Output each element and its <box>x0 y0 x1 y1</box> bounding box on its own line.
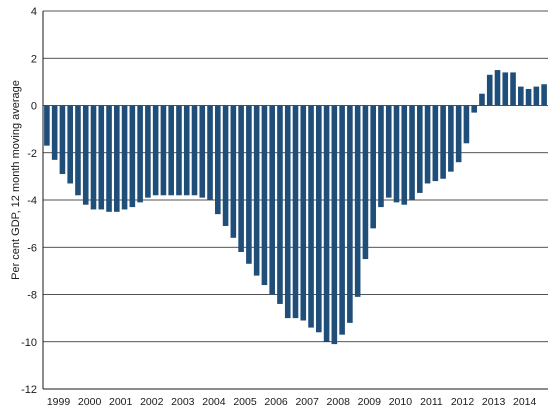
bar <box>300 105 307 321</box>
bar <box>253 105 260 276</box>
bar <box>269 105 275 295</box>
bar <box>541 84 547 106</box>
y-tick-labels: 4 2 0 -2 -4 -6 -8 -10 -12 <box>21 6 37 396</box>
axes <box>42 11 548 390</box>
bar <box>261 105 268 286</box>
y-tick-label: 4 <box>31 6 37 18</box>
x-tick-label: 2001 <box>109 396 133 408</box>
bar <box>409 105 415 200</box>
x-tick-label: 1999 <box>47 396 71 408</box>
bar <box>277 105 283 304</box>
bar <box>59 105 66 175</box>
x-tick-label: 2012 <box>451 396 475 408</box>
bar <box>440 105 446 179</box>
bar <box>385 105 392 198</box>
bar <box>129 105 136 208</box>
bar <box>533 86 540 106</box>
bar <box>308 105 314 328</box>
bar <box>424 105 431 184</box>
bar <box>401 105 408 205</box>
x-tick-label: 2005 <box>233 396 257 408</box>
y-tick-label: -2 <box>27 148 37 160</box>
bar <box>455 105 462 163</box>
x-tick-label: 2013 <box>482 396 506 408</box>
x-tick-labels: 1999 2000 2001 2002 2003 2004 2005 2006 2007 2008… <box>47 396 537 408</box>
x-tick-label: 2007 <box>295 396 319 408</box>
y-tick-label: 2 <box>31 53 37 65</box>
x-tick-label: 2010 <box>389 396 413 408</box>
bar <box>90 105 97 210</box>
bar <box>316 105 322 333</box>
bar <box>230 105 237 238</box>
bar <box>106 105 112 212</box>
bar <box>152 105 159 196</box>
bar <box>354 105 361 297</box>
bar <box>448 105 454 172</box>
bar <box>463 105 470 144</box>
bar <box>393 105 400 203</box>
bar <box>98 105 105 210</box>
bar <box>525 88 532 106</box>
y-tick-label: -4 <box>27 195 37 207</box>
x-tick-label: 2004 <box>202 396 226 408</box>
bar <box>323 105 330 342</box>
x-tick-label: 2009 <box>358 396 382 408</box>
bar <box>292 105 299 319</box>
bar <box>486 74 493 106</box>
bar <box>67 105 73 184</box>
x-tick-label: 2014 <box>513 396 537 408</box>
bar <box>168 105 174 196</box>
x-tick-label: 2011 <box>420 396 443 408</box>
y-tick-label: -12 <box>21 384 37 396</box>
y-tick-label: 0 <box>31 101 37 113</box>
bar <box>494 70 501 106</box>
bar <box>284 105 291 319</box>
bar <box>121 105 128 210</box>
bar <box>471 105 477 113</box>
y-axis-title: Per cent GDP, 12 month moving average <box>10 80 22 280</box>
bar <box>518 86 524 106</box>
x-tick-label: 2003 <box>171 396 195 408</box>
bar <box>137 105 143 203</box>
bars <box>44 70 547 345</box>
x-tick-label: 2008 <box>327 396 351 408</box>
bar <box>191 105 198 196</box>
bar <box>145 105 151 198</box>
bar <box>370 105 376 229</box>
bar <box>246 105 252 264</box>
bar <box>331 105 338 345</box>
bar <box>339 105 345 335</box>
bar <box>432 105 439 182</box>
bar <box>347 105 353 323</box>
bar <box>75 105 81 196</box>
bar <box>502 72 509 106</box>
bar <box>215 105 221 215</box>
bar <box>510 72 516 106</box>
bar <box>44 105 50 146</box>
y-tick-label: -6 <box>27 242 37 254</box>
bar <box>183 105 190 196</box>
bar <box>417 105 423 193</box>
bar <box>160 105 167 196</box>
bar <box>479 93 485 106</box>
x-tick-label: 2002 <box>140 396 164 408</box>
bar <box>238 105 244 252</box>
y-tick-label: -8 <box>27 290 37 302</box>
bar <box>114 105 120 212</box>
bar <box>222 105 229 226</box>
bar <box>176 105 182 196</box>
bar <box>378 105 384 208</box>
bar <box>207 105 213 200</box>
bar <box>199 105 206 198</box>
x-tick-label: 2000 <box>78 396 102 408</box>
y-tick-label: -10 <box>21 337 37 349</box>
bar <box>51 105 58 160</box>
x-tick-label: 2006 <box>264 396 288 408</box>
bar <box>82 105 89 205</box>
bar <box>362 105 369 260</box>
